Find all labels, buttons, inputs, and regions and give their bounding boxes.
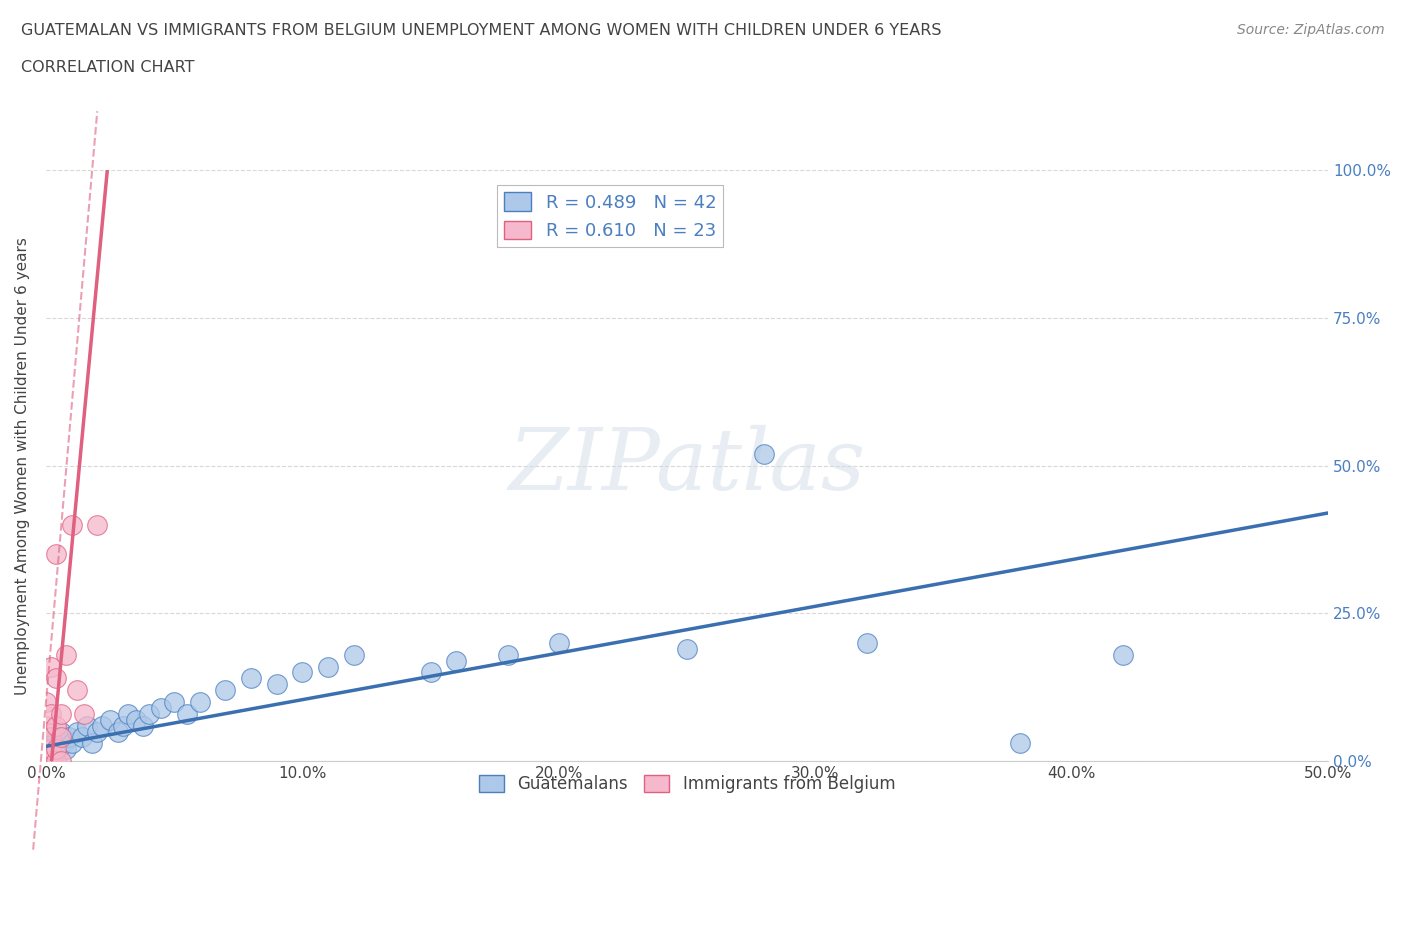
Point <box>676 642 699 657</box>
Point <box>39 753 62 768</box>
Point <box>51 753 73 768</box>
Point <box>752 446 775 461</box>
Point <box>39 707 62 722</box>
Point <box>76 718 98 733</box>
Point <box>35 753 58 768</box>
Point <box>55 647 77 662</box>
Point <box>547 635 569 650</box>
Text: Source: ZipAtlas.com: Source: ZipAtlas.com <box>1237 23 1385 37</box>
Point <box>150 700 173 715</box>
Point <box>45 671 67 685</box>
Point <box>35 718 58 733</box>
Point <box>107 724 129 739</box>
Point <box>51 730 73 745</box>
Point <box>39 736 62 751</box>
Point <box>82 736 104 751</box>
Point <box>45 753 67 768</box>
Point <box>35 742 58 757</box>
Point <box>1112 647 1135 662</box>
Point <box>51 724 73 739</box>
Text: ZIPatlas: ZIPatlas <box>509 424 866 507</box>
Point <box>855 635 877 650</box>
Point <box>45 718 67 733</box>
Point <box>98 712 121 727</box>
Point <box>316 659 339 674</box>
Text: GUATEMALAN VS IMMIGRANTS FROM BELGIUM UNEMPLOYMENT AMONG WOMEN WITH CHILDREN UND: GUATEMALAN VS IMMIGRANTS FROM BELGIUM UN… <box>21 23 942 38</box>
Point <box>58 730 80 745</box>
Y-axis label: Unemployment Among Women with Children Under 6 years: Unemployment Among Women with Children U… <box>15 237 30 695</box>
Point <box>52 736 75 751</box>
Point <box>60 736 83 751</box>
Point <box>45 730 67 745</box>
Point <box>35 753 58 768</box>
Point <box>111 718 134 733</box>
Point <box>39 659 62 674</box>
Point <box>51 707 73 722</box>
Point <box>343 647 366 662</box>
Point <box>60 517 83 532</box>
Point <box>86 517 108 532</box>
Text: CORRELATION CHART: CORRELATION CHART <box>21 60 194 75</box>
Point <box>176 707 198 722</box>
Point <box>138 707 160 722</box>
Point <box>48 742 70 757</box>
Point <box>188 695 211 710</box>
Point <box>39 730 62 745</box>
Point <box>45 742 67 757</box>
Point <box>70 730 93 745</box>
Point <box>1010 736 1032 751</box>
Point <box>66 683 89 698</box>
Legend: Guatemalans, Immigrants from Belgium: Guatemalans, Immigrants from Belgium <box>472 768 903 800</box>
Point <box>91 718 114 733</box>
Point <box>125 712 148 727</box>
Point <box>446 653 468 668</box>
Point <box>291 665 314 680</box>
Point <box>45 547 67 562</box>
Point <box>117 707 139 722</box>
Point <box>496 647 519 662</box>
Point <box>86 724 108 739</box>
Point <box>38 742 60 757</box>
Point <box>55 742 77 757</box>
Point <box>163 695 186 710</box>
Point <box>419 665 441 680</box>
Point <box>132 718 155 733</box>
Point <box>73 707 96 722</box>
Point <box>214 683 236 698</box>
Point <box>66 724 89 739</box>
Point <box>35 695 58 710</box>
Point <box>240 671 263 685</box>
Point <box>39 742 62 757</box>
Point <box>266 677 288 692</box>
Point <box>42 748 65 763</box>
